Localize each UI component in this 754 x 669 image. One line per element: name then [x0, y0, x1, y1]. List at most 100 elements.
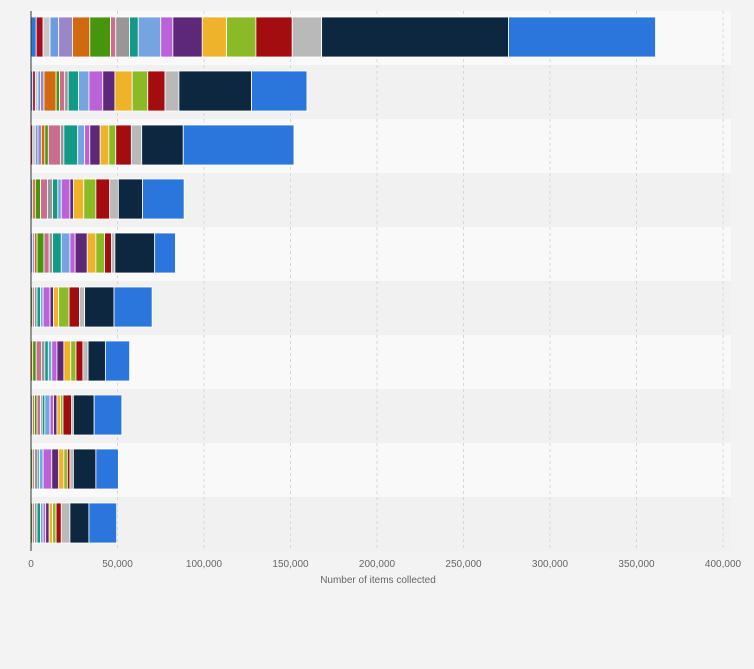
- bar-segment[interactable]: [70, 340, 77, 382]
- bar-segment[interactable]: [182, 124, 295, 166]
- bar-segment[interactable]: [63, 340, 72, 382]
- bar-segment[interactable]: [84, 124, 91, 166]
- bar-segment[interactable]: [44, 394, 51, 436]
- bar-segment[interactable]: [30, 16, 37, 58]
- bar-segment[interactable]: [58, 448, 65, 490]
- bar-segment[interactable]: [113, 286, 153, 328]
- bar-segment[interactable]: [72, 448, 97, 490]
- bar-segment[interactable]: [172, 16, 203, 58]
- bar-segment[interactable]: [36, 286, 41, 328]
- bar-segment[interactable]: [89, 16, 111, 58]
- bar-segment[interactable]: [226, 16, 257, 58]
- bar-segment[interactable]: [67, 70, 79, 112]
- bar-segment[interactable]: [42, 16, 51, 58]
- bar-segment[interactable]: [147, 70, 166, 112]
- bar-segment[interactable]: [52, 232, 62, 274]
- bar-segment[interactable]: [104, 340, 131, 382]
- bar-segment[interactable]: [83, 178, 97, 220]
- bar-segment[interactable]: [64, 70, 69, 112]
- bar-segment[interactable]: [82, 340, 89, 382]
- bar-segment[interactable]: [52, 178, 59, 220]
- bar-segment[interactable]: [35, 340, 42, 382]
- bar-segment[interactable]: [69, 178, 74, 220]
- bar-segment[interactable]: [40, 124, 46, 166]
- bar-segment[interactable]: [55, 502, 62, 544]
- bar-segment[interactable]: [56, 340, 65, 382]
- bar-segment[interactable]: [51, 448, 60, 490]
- bar-segment[interactable]: [52, 502, 57, 544]
- bar-segment[interactable]: [34, 448, 39, 490]
- bar-segment[interactable]: [34, 178, 41, 220]
- bar-segment[interactable]: [95, 178, 111, 220]
- bar-segment[interactable]: [102, 70, 116, 112]
- bar-segment[interactable]: [99, 124, 110, 166]
- bar-segment[interactable]: [40, 340, 46, 382]
- bar-segment[interactable]: [58, 286, 70, 328]
- bar-segment[interactable]: [84, 286, 115, 328]
- bar-segment[interactable]: [36, 394, 41, 436]
- bar-segment[interactable]: [75, 340, 84, 382]
- bar-segment[interactable]: [45, 502, 50, 544]
- bar-segment[interactable]: [89, 124, 101, 166]
- bar-segment[interactable]: [255, 16, 293, 58]
- bar-segment[interactable]: [104, 232, 112, 274]
- bar-segment[interactable]: [47, 340, 53, 382]
- bar-segment[interactable]: [129, 16, 139, 58]
- bar-segment[interactable]: [32, 340, 37, 382]
- bar-segment[interactable]: [47, 124, 61, 166]
- bar-segment[interactable]: [72, 394, 95, 436]
- bar-segment[interactable]: [35, 16, 44, 58]
- bar-segment[interactable]: [51, 340, 58, 382]
- bar-segment[interactable]: [95, 448, 119, 490]
- bar-segment[interactable]: [117, 178, 143, 220]
- bar-segment[interactable]: [154, 232, 176, 274]
- bar-segment[interactable]: [72, 16, 91, 58]
- bar-segment[interactable]: [93, 394, 123, 436]
- bar-segment[interactable]: [43, 70, 57, 112]
- bar-segment[interactable]: [77, 124, 86, 166]
- bar-segment[interactable]: [39, 448, 44, 490]
- bar-segment[interactable]: [53, 286, 60, 328]
- bar-segment[interactable]: [69, 502, 90, 544]
- bar-segment[interactable]: [69, 232, 76, 274]
- bar-segment[interactable]: [115, 16, 131, 58]
- bar-segment[interactable]: [110, 16, 117, 58]
- bar-segment[interactable]: [86, 232, 97, 274]
- bar-segment[interactable]: [55, 70, 60, 112]
- bar-segment[interactable]: [178, 70, 252, 112]
- bar-segment[interactable]: [111, 232, 116, 274]
- bar-segment[interactable]: [58, 16, 73, 58]
- bar-segment[interactable]: [78, 70, 90, 112]
- bar-segment[interactable]: [47, 178, 54, 220]
- bar-segment[interactable]: [291, 16, 323, 58]
- bar-segment[interactable]: [251, 70, 308, 112]
- bar-segment[interactable]: [130, 124, 143, 166]
- bar-segment[interactable]: [109, 178, 119, 220]
- bar-segment[interactable]: [59, 70, 66, 112]
- bar-segment[interactable]: [48, 502, 54, 544]
- bar-segment[interactable]: [62, 394, 73, 436]
- bar-segment[interactable]: [56, 394, 61, 436]
- bar-segment[interactable]: [63, 448, 68, 490]
- bar-segment[interactable]: [68, 286, 80, 328]
- bar-segment[interactable]: [115, 124, 132, 166]
- bar-segment[interactable]: [142, 178, 185, 220]
- bar-segment[interactable]: [88, 70, 104, 112]
- bar-segment[interactable]: [40, 178, 48, 220]
- bar-segment[interactable]: [60, 124, 65, 166]
- bar-segment[interactable]: [95, 232, 105, 274]
- bar-segment[interactable]: [49, 394, 54, 436]
- bar-segment[interactable]: [60, 178, 71, 220]
- bar-segment[interactable]: [72, 178, 85, 220]
- bar-segment[interactable]: [60, 502, 71, 544]
- bar-segment[interactable]: [74, 232, 88, 274]
- bar-segment[interactable]: [57, 178, 62, 220]
- bar-segment[interactable]: [79, 286, 86, 328]
- bar-segment[interactable]: [164, 70, 180, 112]
- bar-segment[interactable]: [42, 448, 53, 490]
- bar-segment[interactable]: [114, 232, 156, 274]
- bar-segment[interactable]: [49, 16, 60, 58]
- bar-segment[interactable]: [43, 232, 50, 274]
- bar-segment[interactable]: [508, 16, 656, 58]
- bar-segment[interactable]: [321, 16, 509, 58]
